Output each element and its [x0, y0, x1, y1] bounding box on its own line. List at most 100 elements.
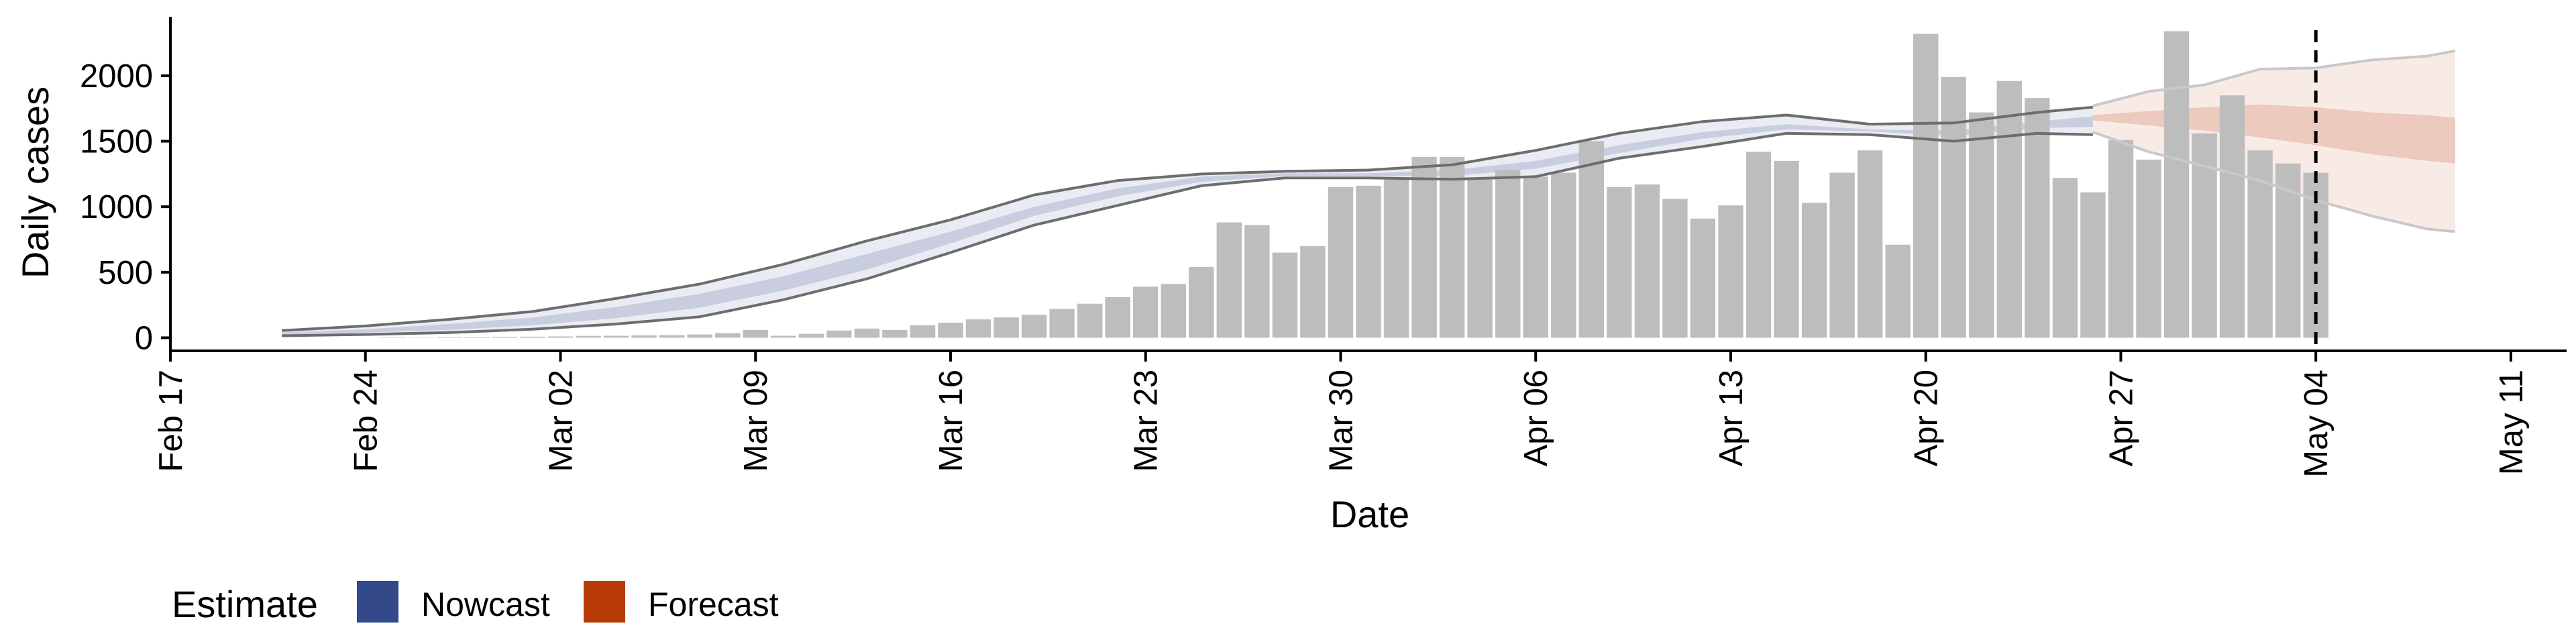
bar-2020-04-12	[1690, 218, 1716, 338]
bar-2020-03-04	[603, 335, 629, 338]
nowcast-band-90	[282, 107, 2093, 336]
bar-2020-03-10	[771, 335, 796, 338]
x-axis-title: Date	[1330, 493, 1409, 535]
bar-2020-04-06	[1523, 176, 1548, 338]
x-tick-label: Apr 06	[1518, 370, 1554, 466]
bar-2020-04-29	[2163, 31, 2190, 338]
bar-2020-03-22	[1105, 297, 1130, 338]
bar-2020-04-23	[1996, 80, 2022, 338]
x-tick-label: Mar 09	[738, 370, 774, 472]
legend-swatch-nowcast	[357, 581, 398, 623]
bar-2020-04-05	[1495, 170, 1521, 338]
bar-2020-05-01	[2219, 95, 2245, 338]
x-tick-label: Apr 20	[1909, 370, 1945, 466]
bar-2020-03-05	[631, 335, 657, 338]
x-tick-label: Feb 17	[153, 370, 189, 472]
bar-2020-04-28	[2136, 159, 2161, 338]
bar-2020-03-15	[910, 325, 936, 338]
y-axis: 0 500 1000 1500 2000	[80, 58, 170, 356]
bar-2020-03-19	[1021, 315, 1047, 338]
x-axis: Feb 17 Feb 24 Mar 02 Mar 09 Mar 16 Mar 23 Mar …	[153, 351, 2530, 478]
x-tick-label: May 04	[2298, 370, 2334, 478]
bar-2020-04-17	[1829, 172, 1855, 338]
bar-2020-03-08	[715, 333, 741, 338]
x-tick-label: Mar 16	[933, 370, 969, 472]
bar-2020-04-24	[2025, 98, 2050, 338]
bar-2020-04-07	[1551, 172, 1576, 338]
legend-title: Estimate	[172, 583, 318, 625]
bar-2020-03-14	[882, 329, 908, 338]
bar-2020-03-16	[938, 323, 963, 338]
legend-label-forecast: Forecast	[648, 586, 779, 623]
bar-2020-03-20	[1049, 309, 1075, 338]
observed-bars	[380, 31, 2328, 338]
y-tick-label: 1500	[80, 124, 153, 160]
bar-2020-04-01	[1383, 178, 1409, 338]
bar-2020-02-28	[464, 337, 490, 338]
bar-2020-04-10	[1634, 184, 1660, 338]
bar-2020-03-11	[798, 333, 824, 338]
bar-2020-03-21	[1077, 303, 1103, 338]
bar-2020-03-25	[1189, 267, 1214, 338]
bar-2020-04-11	[1662, 199, 1688, 338]
interval-lines	[281, 49, 2456, 337]
nowcast-lower-90-line	[282, 131, 2093, 337]
bar-2020-04-03	[1439, 157, 1465, 338]
x-tick-label: Apr 13	[1713, 370, 1750, 466]
bar-2020-04-09	[1607, 186, 1632, 338]
y-tick-label: 0	[135, 320, 153, 356]
bar-2020-04-04	[1467, 179, 1493, 338]
bar-2020-04-02	[1411, 157, 1437, 338]
bar-2020-03-01	[520, 336, 545, 338]
x-tick-label: Apr 27	[2103, 370, 2139, 466]
bar-2020-04-19	[1885, 244, 1911, 338]
y-tick-label: 500	[98, 255, 153, 291]
bar-2020-03-12	[826, 330, 852, 338]
x-tick-label: May 11	[2493, 370, 2530, 475]
y-axis-title: Daily cases	[14, 87, 56, 278]
y-tick-label: 1000	[80, 189, 153, 225]
bar-2020-04-25	[2052, 178, 2078, 338]
bar-2020-02-27	[436, 337, 462, 338]
bar-2020-03-06	[659, 335, 685, 338]
bar-2020-04-20	[1913, 34, 1939, 338]
legend-label-nowcast: Nowcast	[421, 586, 550, 623]
bar-2020-03-30	[1328, 186, 1354, 338]
bar-2020-03-18	[994, 317, 1019, 338]
bar-2020-04-22	[1969, 112, 1994, 338]
bar-2020-03-13	[854, 328, 880, 338]
bar-2020-03-29	[1300, 246, 1326, 338]
forecast-upper-90-line	[2092, 49, 2456, 107]
bar-2020-04-27	[2108, 140, 2134, 338]
bar-2020-04-21	[1941, 76, 1966, 338]
bar-2020-04-18	[1857, 150, 1883, 338]
bar-2020-03-26	[1216, 222, 1242, 338]
x-tick-label: Mar 30	[1324, 370, 1360, 472]
bar-2020-03-02	[547, 336, 574, 338]
bar-2020-03-23	[1133, 286, 1159, 338]
bar-2020-03-17	[965, 319, 991, 338]
bar-2020-04-14	[1746, 152, 1772, 338]
bar-2020-03-03	[576, 335, 601, 338]
y-tick-label: 2000	[80, 58, 153, 95]
bar-2020-03-27	[1244, 225, 1270, 338]
bar-2020-04-16	[1801, 203, 1827, 338]
x-tick-label: Mar 23	[1128, 370, 1165, 472]
bar-2020-02-25	[380, 337, 406, 338]
bar-2020-03-31	[1356, 185, 1381, 338]
nowcast-upper-90-line	[281, 105, 2094, 332]
bar-2020-03-07	[687, 334, 712, 338]
bar-2020-03-09	[743, 329, 768, 338]
forecast-lower-90-line	[2092, 131, 2456, 233]
bar-2020-03-24	[1161, 284, 1186, 338]
bar-2020-03-28	[1272, 252, 1298, 338]
x-tick-label: Feb 24	[348, 370, 384, 472]
legend: Estimate Nowcast Forecast	[172, 581, 779, 625]
bar-2020-04-15	[1774, 160, 1799, 338]
bar-2020-04-08	[1578, 141, 1604, 338]
bar-2020-04-26	[2080, 192, 2106, 338]
bar-2020-04-13	[1718, 205, 1743, 338]
legend-swatch-forecast	[584, 581, 625, 623]
x-tick-label: Mar 02	[543, 370, 580, 472]
